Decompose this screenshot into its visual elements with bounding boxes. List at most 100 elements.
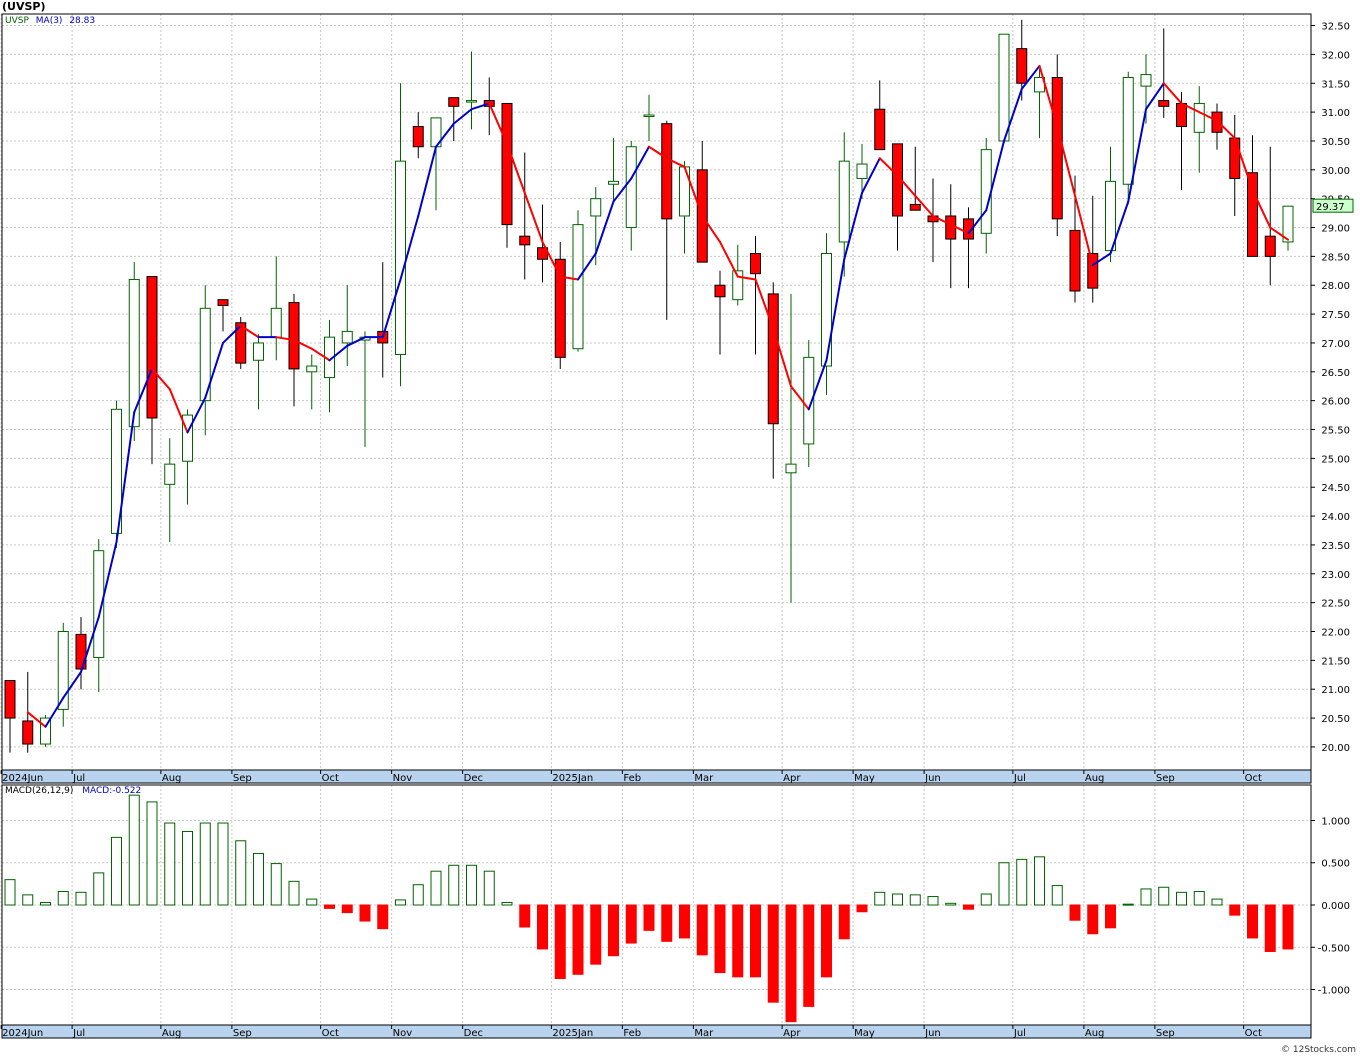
macd-month-label: Jun bbox=[924, 1028, 941, 1039]
candle bbox=[608, 138, 619, 202]
candle bbox=[821, 233, 832, 395]
last-price-marker: 29.37 bbox=[1312, 198, 1354, 213]
ma-segment bbox=[62, 670, 82, 699]
ma-segment bbox=[719, 240, 739, 278]
macd-month-label: 2024Jun bbox=[2, 1028, 43, 1039]
candle bbox=[288, 293, 300, 407]
ma-segment bbox=[523, 191, 544, 243]
candle-body-up bbox=[838, 160, 850, 243]
candle-body-down bbox=[217, 299, 229, 306]
candle-body-up bbox=[821, 252, 832, 367]
ma-segment bbox=[772, 327, 792, 388]
ma-segment bbox=[275, 336, 295, 342]
macd-bar-negative bbox=[608, 904, 619, 957]
macd-bar-negative bbox=[572, 904, 584, 975]
candle-body-up bbox=[466, 100, 477, 103]
candle-body-down bbox=[501, 102, 513, 226]
price-tick-label: 25.00 bbox=[1321, 454, 1350, 465]
candle-body-up bbox=[395, 160, 406, 355]
candle-body-down bbox=[874, 108, 886, 151]
price-tick-label: 20.50 bbox=[1321, 714, 1350, 725]
macd-bar-negative bbox=[767, 904, 779, 1003]
price-month-label: Dec bbox=[464, 773, 483, 784]
macd-bar-positive bbox=[1122, 903, 1134, 906]
candle bbox=[199, 285, 211, 436]
macd-bar-positive bbox=[1158, 886, 1170, 906]
candle bbox=[554, 241, 566, 369]
candle-body-down bbox=[4, 680, 16, 719]
candle bbox=[874, 80, 886, 151]
candle-body-down bbox=[963, 218, 974, 240]
ma-segment bbox=[807, 359, 828, 411]
macd-bar-positive bbox=[395, 899, 406, 906]
macd-bar-positive bbox=[501, 901, 513, 906]
ma-segment bbox=[435, 122, 455, 148]
price-tick-label: 27.00 bbox=[1321, 339, 1350, 350]
candle-body-down bbox=[1016, 48, 1028, 84]
ma-segment bbox=[470, 102, 491, 111]
candle-body-down bbox=[448, 97, 460, 107]
candle-body-up bbox=[40, 717, 51, 745]
macd-bar-negative bbox=[821, 904, 832, 978]
ma-segment bbox=[559, 275, 579, 281]
macd-bar-negative bbox=[554, 904, 566, 980]
ma-segment bbox=[967, 209, 988, 235]
macd-y-axis: 1.000 0.500 0.000 -0.500 -1.000 bbox=[1311, 816, 1350, 997]
macd-bar-positive bbox=[927, 896, 939, 906]
candle bbox=[1193, 86, 1205, 173]
candle-body-up bbox=[608, 180, 619, 185]
candle bbox=[625, 140, 637, 251]
candle-body-down bbox=[235, 322, 247, 364]
macd-bar-negative bbox=[324, 904, 335, 909]
price-tick-label: 31.50 bbox=[1321, 79, 1350, 90]
candle bbox=[1122, 71, 1134, 205]
macd-bar-negative bbox=[838, 904, 850, 940]
macd-bar-positive bbox=[75, 891, 87, 906]
price-tick-label: 30.00 bbox=[1321, 166, 1350, 177]
macd-month-label: Jul bbox=[72, 1028, 85, 1039]
macd-bar-negative bbox=[856, 904, 868, 913]
macd-bar-negative bbox=[625, 904, 637, 944]
macd-bar-negative bbox=[519, 904, 531, 928]
price-tick-label: 22.50 bbox=[1321, 599, 1350, 610]
macd-month-label: Jul bbox=[1013, 1028, 1026, 1039]
macd-month-label: Aug bbox=[1085, 1028, 1105, 1039]
macd-bar-negative bbox=[963, 904, 974, 910]
macd-tick-label: 1.000 bbox=[1321, 816, 1350, 827]
credit-text: © 12Stocks.com bbox=[1281, 1045, 1356, 1055]
candle-body-up bbox=[643, 114, 655, 117]
ma-segment bbox=[683, 165, 704, 217]
macd-bar-positive bbox=[57, 890, 69, 906]
candle bbox=[519, 152, 531, 280]
ma-segment bbox=[26, 711, 47, 728]
macd-bar-positive bbox=[111, 836, 122, 906]
candle bbox=[1051, 54, 1063, 237]
candle-body-down bbox=[750, 252, 761, 275]
macd-bar-positive bbox=[483, 870, 495, 906]
price-panel-frame bbox=[1, 13, 1312, 771]
legend-macd-label: MACD(26,12,9) bbox=[5, 786, 74, 796]
candle-body-up bbox=[93, 550, 105, 658]
ma-segment bbox=[239, 324, 260, 339]
ma-segment bbox=[985, 139, 1005, 212]
price-tick-label: 32.50 bbox=[1321, 22, 1350, 33]
price-y-axis: 20.00 20.50 21.00 21.50 22.00 22.50 23.00 23.50… bbox=[1311, 22, 1350, 754]
candle-body-up bbox=[199, 307, 211, 402]
candle bbox=[963, 207, 974, 289]
price-panel-grid bbox=[0, 14, 1311, 770]
macd-month-label: Dec bbox=[464, 1028, 483, 1039]
macd-month-label: Oct bbox=[322, 1028, 339, 1039]
candle bbox=[253, 334, 264, 410]
ma-segment bbox=[168, 388, 189, 434]
macd-legend: MACD(26,12,9) MACD:-0.522 bbox=[5, 786, 141, 796]
macd-bar-positive bbox=[998, 862, 1010, 906]
price-month-label: Nov bbox=[393, 773, 413, 784]
candle-body-down bbox=[1051, 76, 1063, 220]
macd-month-label: Mar bbox=[694, 1028, 714, 1039]
ma-segment bbox=[506, 142, 526, 194]
price-month-label: May bbox=[854, 773, 875, 784]
macd-bar-positive bbox=[128, 794, 140, 906]
ma-segment bbox=[151, 367, 171, 391]
macd-month-label: Feb bbox=[623, 1028, 641, 1039]
ma-segment bbox=[1038, 64, 1059, 128]
